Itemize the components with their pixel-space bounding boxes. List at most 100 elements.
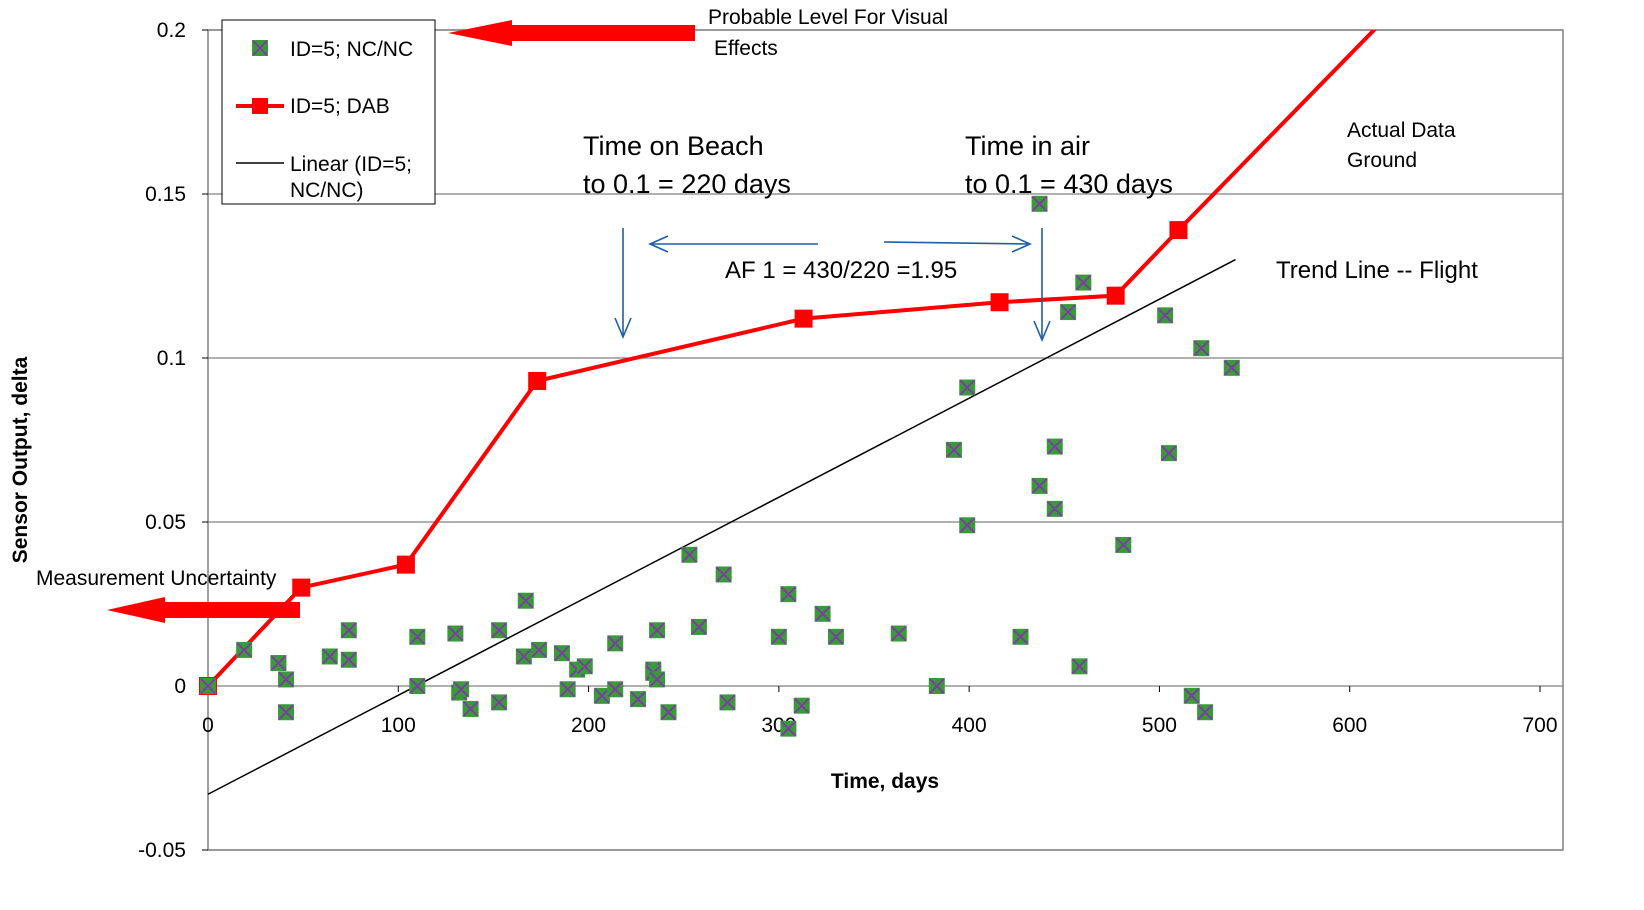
ncnc-point	[515, 648, 532, 665]
ncnc-point	[928, 678, 945, 694]
ncnc-point	[715, 566, 732, 583]
trend-line	[207, 258, 1236, 795]
ncnc-point	[447, 625, 464, 642]
af-label: AF 1 = 430/220 =1.95	[725, 257, 957, 284]
air-down-arrowhead	[1033, 320, 1051, 343]
ncnc-series-layer	[200, 195, 1240, 737]
ncnc-point	[719, 694, 736, 711]
ncnc-point-x2	[577, 658, 593, 675]
ncnc-point-x2	[607, 681, 623, 697]
x-tick-label: 700	[1522, 714, 1557, 737]
ncnc-point	[559, 681, 576, 698]
ncnc-point-x2	[1060, 304, 1076, 320]
actual-data-label-line1: Actual Data	[1347, 119, 1456, 142]
ncnc-point	[270, 655, 287, 672]
ncnc-point-x2	[891, 625, 907, 642]
ncnc-point	[890, 625, 907, 642]
ncnc-point	[607, 635, 624, 652]
ncnc-point	[340, 622, 357, 639]
probable-level-arrow	[448, 20, 695, 46]
ncnc-point-x2	[1224, 360, 1240, 376]
x-tick-label: 600	[1332, 714, 1367, 737]
ncnc-point-x2	[1184, 688, 1200, 704]
ncnc-point-x2	[959, 379, 975, 396]
ncnc-point	[681, 546, 698, 563]
ncnc-point-x2	[554, 645, 570, 661]
dab-point	[794, 309, 813, 328]
ncnc-point	[1183, 687, 1200, 704]
ncnc-point	[1012, 628, 1029, 645]
ncnc-point-x2	[278, 704, 294, 720]
ncnc-point-x2	[793, 697, 810, 714]
ncnc-point-x2	[453, 681, 469, 697]
y-tick-label: 0.05	[145, 511, 186, 534]
ncnc-point-x2	[780, 720, 797, 737]
ncnc-point-x2	[607, 635, 623, 652]
ncnc-point-x2	[828, 629, 844, 645]
ncnc-point-x2	[691, 619, 707, 635]
ncnc-point-x2	[681, 547, 698, 563]
ncnc-point	[649, 622, 666, 639]
legend: ID=5; NC/NC ID=5; DAB Linear (ID=5; NC/N…	[221, 19, 436, 205]
ncnc-point	[959, 379, 976, 396]
ncnc-point-x2	[516, 648, 532, 665]
y-tick-label: 0.2	[157, 19, 186, 42]
ncnc-point	[793, 697, 810, 714]
ncnc-point	[340, 651, 357, 668]
ncnc-point	[453, 681, 470, 698]
legend-label-dab: ID=5; DAB	[290, 95, 390, 118]
ncnc-point-x2	[959, 517, 975, 533]
dab-point	[396, 555, 415, 574]
x-tick-label: 200	[571, 714, 606, 737]
y-tick-label: 0.1	[157, 347, 186, 370]
ncnc-point-x2	[462, 701, 479, 717]
ncnc-point-x2	[270, 655, 287, 671]
ncnc-point-x2	[409, 678, 426, 694]
ncnc-point	[1193, 340, 1210, 357]
ncnc-point	[1031, 477, 1048, 494]
ncnc-point	[321, 648, 338, 665]
ncnc-point	[409, 628, 426, 645]
time-on-beach-line1: Time on Beach	[583, 131, 764, 161]
ncnc-point-x2	[236, 642, 252, 658]
x-tick-label: 500	[1142, 714, 1177, 737]
beach-down-arrowhead	[614, 317, 632, 340]
ncnc-point	[1060, 304, 1077, 321]
y-tick-label: 0	[174, 675, 186, 698]
ncnc-point-x2	[278, 671, 294, 688]
ncnc-point-x2	[946, 442, 962, 458]
ncnc-point-x2	[660, 704, 677, 720]
ncnc-point	[1046, 438, 1063, 455]
actual-data-label-line2: Ground	[1347, 149, 1417, 172]
ncnc-point-x2	[531, 642, 547, 658]
ncnc-point	[660, 704, 677, 721]
annotation-arrows	[614, 228, 1051, 343]
ncnc-point-x2	[1157, 307, 1173, 324]
ncnc-point	[1031, 195, 1048, 212]
ncnc-point	[780, 720, 797, 737]
ncnc-point	[1223, 359, 1240, 376]
ncnc-point-x2	[1047, 438, 1063, 455]
ncnc-point-x2	[814, 606, 831, 622]
ncnc-point-x2	[1161, 445, 1177, 461]
ncnc-point	[780, 586, 797, 603]
ncnc-point-x2	[491, 694, 507, 711]
ncnc-point	[649, 671, 666, 688]
ncnc-point	[236, 641, 253, 658]
measurement-uncertainty-arrow	[107, 597, 300, 623]
x-axis-ticks: 0 100 200 300 400 500 600 700	[202, 686, 1558, 737]
ncnc-point	[959, 517, 976, 534]
y-tick-label: -0.05	[138, 839, 186, 862]
y-tick-label: 0.15	[145, 183, 186, 206]
ncnc-point	[278, 671, 295, 688]
ncnc-point-x2	[649, 671, 665, 688]
ncnc-point-x2	[518, 593, 534, 609]
ncnc-point-x2	[719, 694, 736, 711]
dab-point	[1106, 286, 1125, 305]
trend-line-flight-label: Trend Line -- Flight	[1276, 257, 1478, 284]
ncnc-point	[1115, 536, 1132, 553]
ncnc-point-x2	[1031, 478, 1048, 494]
legend-marker-ncnc	[252, 40, 268, 56]
ncnc-point-x2	[630, 691, 646, 707]
